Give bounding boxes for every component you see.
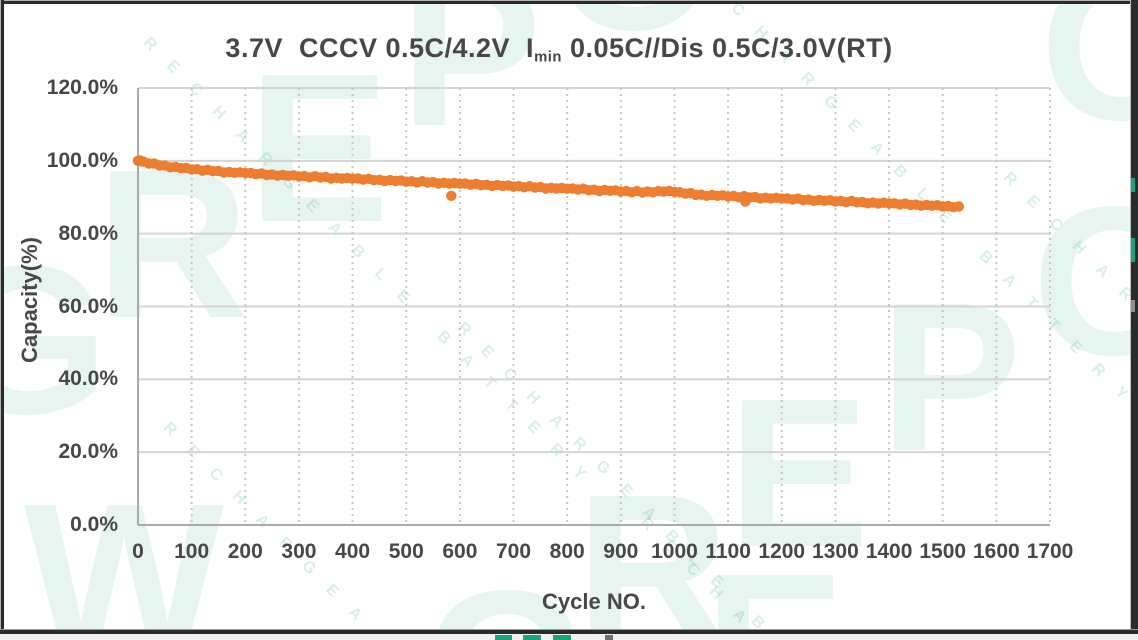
bottom-logo-fragment bbox=[523, 635, 541, 640]
right-edge-logo-fragment bbox=[1131, 178, 1135, 192]
bottom-logo-fragment bbox=[553, 635, 571, 640]
bottom-strip bbox=[0, 634, 1138, 640]
chart-title: 3.7V CCCV 0.5C/4.2V Imin 0.05C//Dis 0.5C… bbox=[0, 33, 1118, 65]
right-edge-logo-fragment bbox=[1131, 300, 1135, 312]
frame-border-bottom bbox=[0, 629, 1138, 634]
bottom-logo-fragment bbox=[605, 635, 613, 640]
frame-border-top bbox=[0, 0, 1138, 4]
chart-title-subscript: min bbox=[534, 49, 562, 66]
chart-title-post: 0.05C//Dis 0.5C/3.0V(RT) bbox=[561, 33, 893, 63]
frame-border-left bbox=[0, 0, 4, 640]
chart-title-pre: 3.7V CCCV 0.5C/4.2V I bbox=[225, 33, 535, 63]
bottom-logo-fragment bbox=[495, 635, 512, 640]
right-edge-logo-fragment bbox=[1131, 238, 1135, 262]
y-axis-title: Capacity(%) bbox=[17, 237, 42, 363]
x-axis-title: Cycle NO. bbox=[542, 589, 646, 614]
capacity-series bbox=[132, 155, 964, 213]
frame-border-right bbox=[1130, 0, 1138, 640]
